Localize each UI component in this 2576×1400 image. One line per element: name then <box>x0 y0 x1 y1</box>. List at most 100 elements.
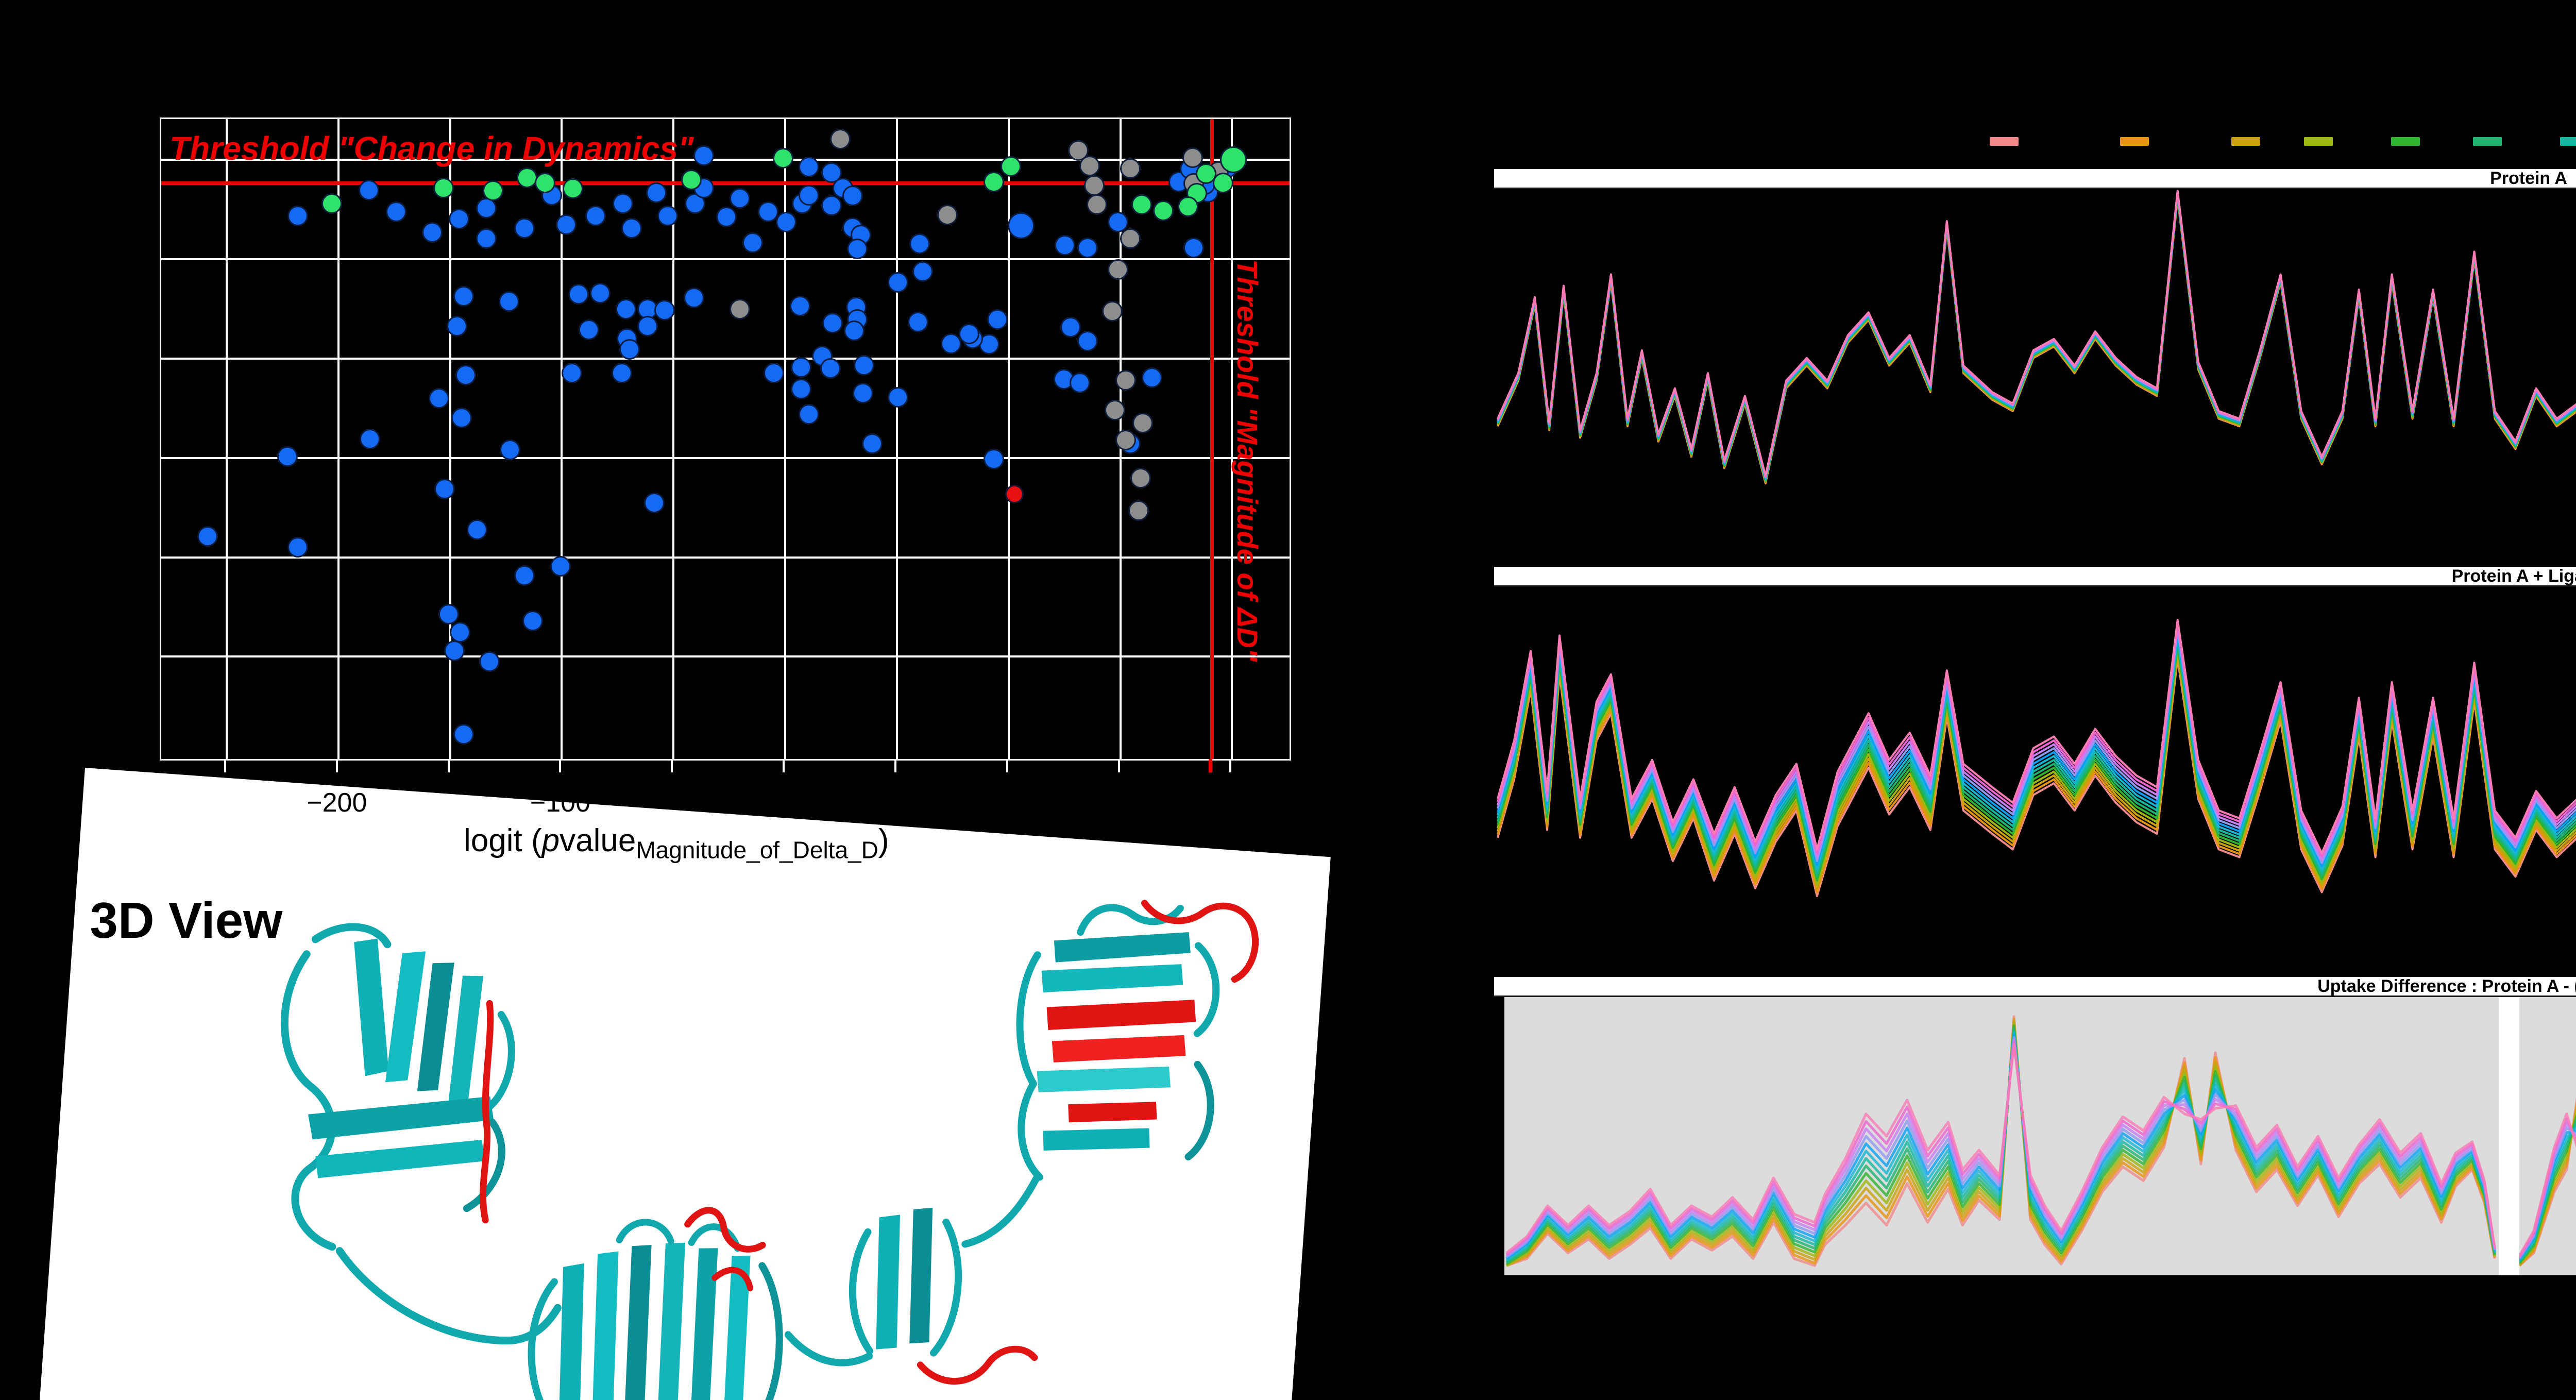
chart-protein-a-ligand[interactable] <box>1490 585 2576 974</box>
panel-title-uptake-diff-text: Uptake Difference : Protein A - (Protein… <box>2317 976 2576 996</box>
scatter-point-b <box>556 214 577 235</box>
scatter-point-b <box>421 222 443 243</box>
legend-swatch-5[interactable] <box>2473 137 2502 146</box>
chart-uptake-diff[interactable] <box>1504 997 2576 1275</box>
scatter-point-x <box>1086 194 1107 215</box>
scatter-point-b <box>758 201 779 223</box>
panel-title-protein-a: Protein A <box>1494 168 2576 189</box>
series-line-2 <box>2518 1105 2576 1266</box>
scatter-point-b <box>959 324 980 345</box>
series-line-2 <box>1505 1020 2496 1267</box>
scatter-point-b <box>842 185 863 207</box>
legend-swatch-6[interactable] <box>2560 137 2576 146</box>
series-line-11 <box>1505 1040 2496 1256</box>
chart-protein-a[interactable] <box>1490 187 2576 567</box>
scatter-point-b <box>1108 211 1129 232</box>
scatter-point-b <box>438 604 460 625</box>
scatter-point-g <box>772 147 793 168</box>
series-line-4 <box>1505 1024 2496 1266</box>
scatter-point-b <box>611 363 632 384</box>
scatter-point-b <box>446 316 467 337</box>
scatter-point-b <box>1077 330 1098 351</box>
series-line-9 <box>1497 628 2576 864</box>
scatter-point-g <box>433 178 454 199</box>
3d-view-title: 3D View <box>90 891 283 949</box>
threshold-magnitude-line <box>1210 119 1214 759</box>
scatter-point-b <box>912 261 934 282</box>
3d-view-panel[interactable]: 3D View <box>33 768 1331 1400</box>
scatter-point-b <box>821 162 842 183</box>
panel-title-protein-a-text: Protein A <box>2490 168 2567 188</box>
scatter-point-x <box>937 205 958 226</box>
series-line-3 <box>1505 1022 2496 1267</box>
legend-swatch-4[interactable] <box>2391 137 2420 146</box>
scatter-point-b <box>789 295 810 316</box>
x-axis-tick <box>1229 759 1232 772</box>
scatter-point-b <box>522 610 543 631</box>
scatter-point-b <box>1069 372 1090 393</box>
scatter-point-b <box>854 355 875 376</box>
scatter-point-b <box>799 403 820 425</box>
scatter-point-b <box>568 284 589 305</box>
scatter-point-b <box>987 309 1008 330</box>
scatter-point-b <box>434 478 455 499</box>
panel-title-protein-a-ligand-text: Protein A + Ligand <box>2451 566 2576 586</box>
scatter-point-b <box>822 313 843 334</box>
scatter-point-b <box>287 536 308 558</box>
scatter-point-b <box>799 184 820 206</box>
threshold-change-label: Threshold "Change in Dynamics" <box>170 130 694 167</box>
series-line-2 <box>1497 651 2576 889</box>
scatter-point-b <box>619 339 640 360</box>
scatter-point-g <box>563 178 584 199</box>
scatter-point-b <box>716 207 737 228</box>
scatter-point-x <box>1132 412 1154 433</box>
scatter-point-x <box>1104 400 1125 421</box>
series-line-7 <box>1505 1031 2496 1261</box>
gridline-horizontal <box>161 357 1290 360</box>
scatter-point-b <box>776 211 797 232</box>
volcano-plot[interactable]: Threshold "Change in Dynamics" Threshold… <box>160 117 1291 761</box>
scatter-point-b <box>444 640 465 662</box>
legend-swatch-3[interactable] <box>2304 137 2333 146</box>
series-line-0 <box>1497 657 2576 897</box>
scatter-point-b <box>1055 234 1076 256</box>
threshold-magnitude-label: Threshold "Magnitude of ΔD" <box>1231 259 1264 662</box>
gridline-horizontal <box>161 655 1290 658</box>
scatter-point-b <box>589 282 611 303</box>
scatter-point-b <box>657 205 679 226</box>
scatter-point-b <box>799 157 820 178</box>
scatter-point-b <box>358 179 379 200</box>
scatter-point-b <box>476 197 497 218</box>
legend-swatch-2[interactable] <box>2231 137 2260 146</box>
scatter-point-g <box>1001 156 1022 177</box>
chart-uptake-diff-background[interactable] <box>1504 997 2576 1275</box>
scatter-point-b <box>514 565 535 586</box>
gridline-horizontal <box>161 457 1290 460</box>
scatter-point-b <box>1141 367 1162 388</box>
legend-swatch-1[interactable] <box>2120 137 2149 146</box>
scatter-point-b <box>730 188 751 209</box>
scatter-point-x <box>1182 147 1203 168</box>
scatter-point-g <box>321 193 342 214</box>
x-axis-tick-label: −200 <box>307 788 367 818</box>
x-axis-tick <box>671 759 673 772</box>
scatter-point-b <box>908 311 929 332</box>
legend-swatch-0[interactable] <box>1990 137 2019 146</box>
no-coverage-band-0 <box>2499 997 2520 1275</box>
scatter-point-g <box>1212 173 1233 194</box>
scatter-point-b <box>616 298 637 319</box>
protein-ribbon <box>281 900 1259 1400</box>
scatter-point-b <box>476 228 497 249</box>
scatter-point-b <box>453 723 474 745</box>
scatter-point-b <box>451 408 472 428</box>
scatter-point-b <box>197 526 218 547</box>
scatter-point-b <box>861 433 883 454</box>
x-axis-tick-label: −100 <box>530 788 591 818</box>
scatter-point-g <box>1177 196 1198 217</box>
scatter-point-b <box>498 291 519 312</box>
x-axis-tick-threshold <box>1208 759 1212 772</box>
scatter-point-b <box>764 363 785 384</box>
series-line-0 <box>1506 1015 2496 1267</box>
x-axis-tick <box>559 759 562 772</box>
